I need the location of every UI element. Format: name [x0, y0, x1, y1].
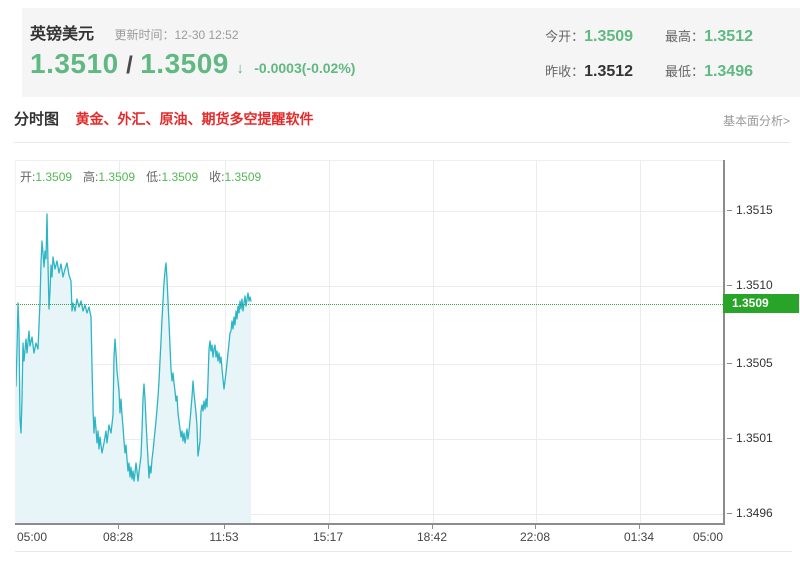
x-axis-label: 01:34 [623, 530, 655, 544]
stat-open-label: 今开： [545, 29, 585, 44]
ohlc-open-value: 1.3509 [35, 170, 73, 184]
ohlc-open-label: 开: [20, 170, 36, 184]
quote-stats: 今开：1.3509 最高：1.3512 昨收：1.3512 最低：1.3496 [545, 26, 753, 81]
stat-high-label: 最高： [665, 29, 705, 44]
gridline-vertical [433, 161, 434, 523]
gridline-horizontal [16, 439, 723, 440]
y-axis-label: 1.3505 [727, 356, 773, 370]
update-time: 更新时间：12-30 12:52 [114, 28, 239, 42]
x-axis-label: 05:00 [17, 530, 48, 544]
y-axis-label: 1.3510 [727, 278, 773, 292]
price-down-arrow-icon: ↓ [236, 60, 244, 77]
intraday-chart-plot[interactable]: 开:1.3509 高:1.3509 低:1.3509 收:1.3509 [15, 160, 723, 524]
ask-price: 1.3509 [140, 48, 229, 79]
ohlc-high-label: 高: [83, 170, 99, 184]
gridline-horizontal [16, 211, 723, 212]
x-axis-label: 18:42 [416, 530, 448, 544]
gridline-vertical [225, 161, 226, 523]
x-axis-label: 15:17 [312, 530, 344, 544]
x-axis-line [15, 523, 725, 525]
gridline-horizontal [16, 514, 723, 515]
gridline-horizontal [16, 286, 723, 287]
gridline-vertical [329, 161, 330, 523]
x-axis-label: 11:53 [209, 530, 239, 544]
x-axis-tick [639, 525, 640, 529]
x-axis-tick [432, 525, 433, 529]
promo-link[interactable]: 黄金、外汇、原油、期货多空提醒软件 [75, 111, 314, 127]
stat-low-label: 最低： [665, 64, 705, 79]
stat-low: 最低：1.3496 [665, 61, 753, 81]
gridline-vertical [640, 161, 641, 523]
y-axis: 1.3515 1.3510 1.3505 1.3501 1.3496 1.350… [723, 160, 800, 523]
ohlc-legend: 开:1.3509 高:1.3509 低:1.3509 收:1.3509 [20, 168, 272, 185]
tab-intraday[interactable]: 分时图 [14, 111, 60, 128]
ohlc-low-value: 1.3509 [161, 170, 199, 184]
price-line [16, 213, 252, 482]
price-area [16, 214, 251, 524]
pair-name: 英镑美元 [30, 26, 95, 43]
current-price-dotted-line [16, 304, 723, 305]
x-axis-tick [328, 525, 329, 529]
x-axis-label: 08:28 [102, 530, 134, 544]
x-axis-label: 22:08 [519, 530, 551, 544]
y-axis-label: 1.3496 [727, 506, 773, 520]
y-axis-label: 1.3515 [727, 203, 773, 217]
gridline-vertical [536, 161, 537, 523]
ohlc-close-value: 1.3509 [224, 170, 262, 184]
ohlc-low-label: 低: [146, 170, 162, 184]
x-axis-tick [224, 525, 225, 529]
stat-high: 最高：1.3512 [665, 26, 753, 46]
price-change: -0.0003(-0.02%) [254, 60, 356, 76]
section-divider [15, 551, 792, 552]
quote-header: 英镑美元 更新时间：12-30 12:52 1.3510 / 1.3509 ↓ … [22, 8, 800, 97]
chart-tab-bar: 分时图 黄金、外汇、原油、期货多空提醒软件 基本面分析> [14, 108, 790, 143]
quote-header-left: 英镑美元 更新时间：12-30 12:52 1.3510 / 1.3509 ↓ … [30, 20, 355, 84]
x-axis-label: 05:00 [692, 530, 723, 544]
current-price-badge: 1.3509 [723, 294, 799, 313]
stat-high-value: 1.3512 [704, 28, 753, 45]
price-line-svg [16, 213, 252, 524]
gridline-vertical [119, 161, 120, 523]
x-axis: 05:00 08:28 11:53 15:17 18:42 22:08 01:3… [15, 525, 723, 546]
stat-low-value: 1.3496 [704, 63, 753, 80]
fundamental-analysis-link[interactable]: 基本面分析> [722, 114, 790, 128]
stat-prev-close: 昨收：1.3512 [545, 61, 633, 81]
x-axis-tick [118, 525, 119, 529]
gridline-horizontal [16, 364, 723, 365]
y-axis-label: 1.3501 [727, 431, 773, 445]
ohlc-high-value: 1.3509 [98, 170, 136, 184]
stat-prev-close-label: 昨收： [545, 64, 585, 79]
bid-price: 1.3510 [30, 48, 119, 79]
x-axis-tick [535, 525, 536, 529]
stat-open-value: 1.3509 [584, 28, 634, 45]
stat-prev-close-value: 1.3512 [584, 63, 634, 80]
ohlc-close-label: 收: [209, 170, 225, 184]
price-separator: / [126, 52, 133, 79]
stat-open: 今开：1.3509 [545, 26, 633, 46]
y-axis-line [723, 160, 725, 525]
